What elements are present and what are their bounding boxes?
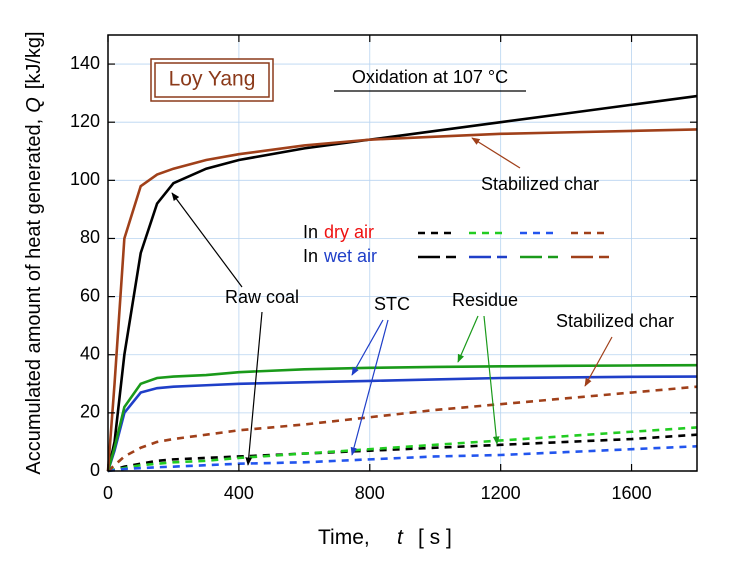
y-tick-label: 0 [90, 460, 100, 480]
y-label-unit: [kJ/kg] [23, 31, 45, 89]
x-label-text: Time, [318, 526, 370, 549]
y-tick-label: 20 [80, 402, 100, 422]
series-line [106, 375, 698, 472]
x-tick-label: 1200 [481, 483, 521, 503]
x-label-symbol: t [397, 526, 404, 549]
series-line [106, 363, 698, 472]
y-tick-label: 140 [70, 53, 100, 73]
y-tick-label: 80 [80, 227, 100, 247]
y-label-text: Accumulated amount of heat generated, [23, 119, 45, 475]
arrow [483, 315, 500, 445]
annotation: Stabilized char [481, 174, 599, 194]
grid [107, 35, 697, 472]
annotation: Raw coal [225, 287, 299, 307]
annotations: Stabilized char Raw coal STC Residue Stabili… [225, 174, 674, 331]
annotation: Stabilized char [556, 311, 674, 331]
annotation: STC [374, 294, 410, 314]
title-box [150, 58, 274, 102]
series-line [107, 433, 698, 473]
x-axis-label: Time, t [ s ] [318, 526, 452, 549]
title-box-inner [154, 62, 270, 98]
annotation: Residue [452, 290, 518, 310]
x-tick-label: 1600 [612, 483, 652, 503]
legend-prefix: In [303, 246, 318, 266]
legend-condition: dry air [324, 222, 374, 242]
legend-label: In wet air [303, 246, 377, 266]
y-tick-label: 120 [70, 111, 100, 131]
y-tick-label: 60 [80, 285, 100, 305]
plot-frame [107, 34, 698, 472]
series-line [106, 128, 698, 472]
series-line [107, 426, 698, 473]
y-tick-label: 40 [80, 343, 100, 363]
arrow [584, 336, 613, 387]
arrow [457, 315, 479, 363]
lines [106, 94, 698, 473]
legend-condition: wet air [323, 246, 377, 266]
x-label-unit: [ s ] [418, 526, 452, 549]
legend-prefix: In [303, 222, 318, 242]
y-axis-label: Accumulated amount of heat generated, Q [k… [23, 31, 45, 474]
chart-title: Loy Yang [169, 68, 256, 91]
x-tick-label: 0 [103, 483, 113, 503]
arrow [171, 192, 243, 288]
legend: In dry air In wet air [303, 222, 609, 266]
arrow [350, 319, 389, 456]
arrow [351, 319, 384, 376]
series-line [107, 385, 698, 472]
x-tick-label: 800 [355, 483, 385, 503]
arrow [471, 137, 521, 169]
chart-subtitle: Oxidation at 107 °C [352, 67, 508, 87]
ticks: 0 20 40 60 80 100 120 140 0 400 800 1200 1600 [70, 35, 697, 503]
y-tick-label: 100 [70, 169, 100, 189]
y-label-symbol: Q [23, 97, 45, 113]
arrow [245, 311, 263, 466]
arrows [171, 137, 613, 466]
series-line [107, 444, 698, 473]
legend-label: In dry air [303, 222, 374, 242]
x-tick-label: 400 [224, 483, 254, 503]
series-line [106, 94, 698, 472]
